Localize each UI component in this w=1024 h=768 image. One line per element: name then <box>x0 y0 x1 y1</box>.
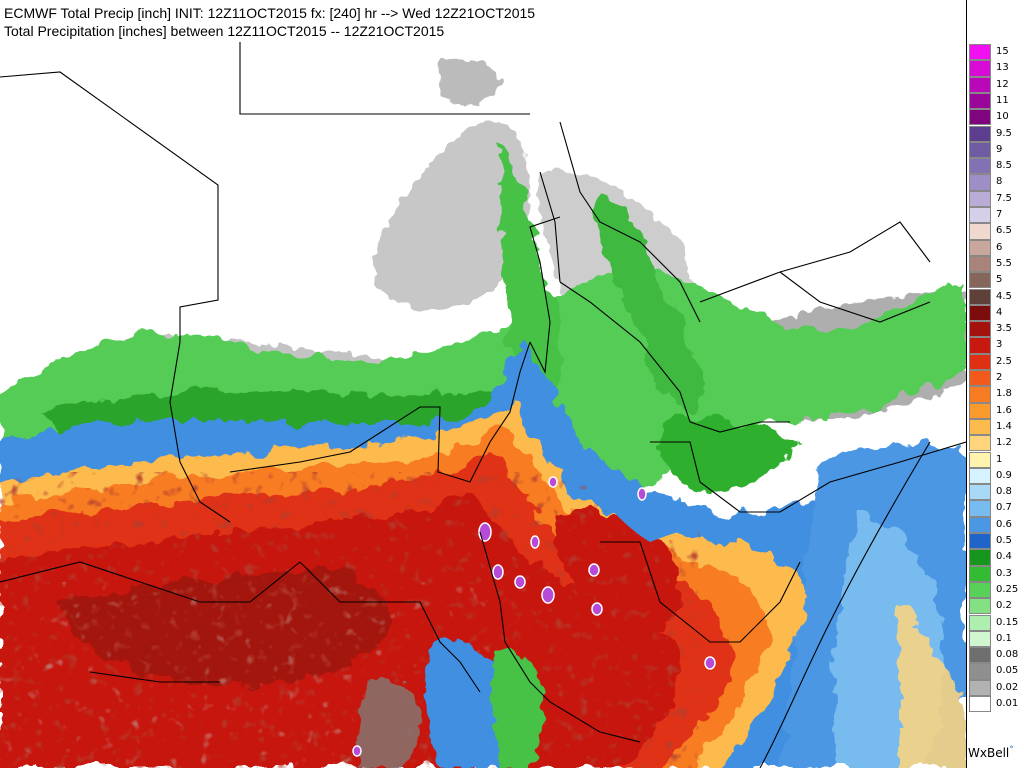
map-header: ECMWF Total Precip [inch] INIT: 12Z11OCT… <box>0 0 966 42</box>
legend-swatch <box>969 288 991 305</box>
heavy-speckle-layer <box>0 472 700 768</box>
legend-swatch <box>969 76 991 93</box>
precip-map-canvas <box>0 42 966 768</box>
legend-label: 0.15 <box>996 616 1019 628</box>
legend-swatch <box>969 92 991 110</box>
legend-label: 15 <box>996 46 1009 57</box>
legend-swatch <box>969 696 991 713</box>
legend-swatch <box>969 223 991 240</box>
legend-swatch <box>969 125 991 142</box>
legend-label: 3 <box>996 339 1003 351</box>
legend-label: 10 <box>996 111 1009 123</box>
legend-label: 1.6 <box>996 404 1012 416</box>
legend-swatch <box>969 418 991 436</box>
legend-swatch <box>969 663 991 680</box>
legend-swatch <box>969 370 991 387</box>
legend-label: 9.5 <box>996 127 1012 139</box>
legend-swatch <box>969 451 991 468</box>
legend-label: 0.6 <box>996 518 1012 530</box>
legend-label: 0.08 <box>996 649 1019 661</box>
legend-label: 4 <box>996 306 1003 318</box>
legend-swatch-column: 15 13 12 11 10 9.5 9 8.5 8 7.5 7 6.5 6 5.5 5 4.5 4 3.5 3 2.… <box>969 44 1018 724</box>
legend-swatch <box>969 239 991 256</box>
precip-legend: 15 13 12 11 10 9.5 9 8.5 8 7.5 7 6.5 6 5.5 5 4.5 4 3.5 3 2.… <box>967 42 1024 742</box>
legend-swatch <box>969 321 991 338</box>
peak-precip-markers <box>352 476 716 757</box>
legend-label: 9 <box>996 143 1003 155</box>
legend-swatch <box>969 435 991 452</box>
legend-label: 1.8 <box>996 388 1012 400</box>
legend-label: 12 <box>996 78 1009 90</box>
legend-label: 0.1 <box>996 632 1012 644</box>
legend-label: 0.8 <box>996 486 1012 498</box>
legend-label: 5.5 <box>996 257 1012 269</box>
legend-swatch <box>969 484 991 501</box>
legend-swatch <box>969 549 991 566</box>
panel-divider <box>966 0 967 768</box>
legend-label: 0.02 <box>996 681 1019 693</box>
legend-swatch <box>969 647 991 664</box>
legend-swatch <box>969 533 991 550</box>
legend-swatch <box>969 467 991 485</box>
legend-label: 0.25 <box>996 583 1019 595</box>
brand-dot: ° <box>1009 745 1014 755</box>
legend-swatch <box>969 255 991 273</box>
legend-swatch <box>969 614 991 631</box>
legend-swatch <box>969 565 991 582</box>
legend-swatch <box>969 304 991 322</box>
legend-label: 1.4 <box>996 420 1012 432</box>
precip-map[interactable] <box>0 42 967 768</box>
legend-label: 6.5 <box>996 225 1012 237</box>
legend-label: 8 <box>996 176 1003 188</box>
legend-swatch <box>969 337 991 354</box>
legend-swatch <box>969 109 991 126</box>
legend-label: 0.4 <box>996 551 1012 563</box>
legend-swatch <box>969 516 991 533</box>
legend-label: 13 <box>996 62 1009 74</box>
brand-label: WxBell <box>968 746 1010 760</box>
legend-label: 4.5 <box>996 290 1012 302</box>
legend-label: 0.5 <box>996 535 1012 546</box>
legend-swatch <box>969 581 991 599</box>
valley-precip-layer <box>357 638 545 768</box>
legend-swatch <box>969 500 991 517</box>
legend-swatch <box>969 386 991 403</box>
legend-label: 0.7 <box>996 502 1012 514</box>
legend-label: 1.2 <box>996 437 1012 449</box>
legend-swatch <box>969 630 991 648</box>
legend-swatch <box>969 207 991 224</box>
legend-label: 1 <box>996 453 1003 465</box>
country-borders <box>0 42 966 768</box>
legend-swatch <box>969 174 991 191</box>
legend-label: 6 <box>996 241 1003 253</box>
legend-label: 0.2 <box>996 600 1012 612</box>
legend-label: 11 <box>996 94 1009 106</box>
map-title: ECMWF Total Precip [inch] INIT: 12Z11OCT… <box>4 5 536 21</box>
legend-swatch <box>969 353 991 370</box>
legend-label: 5 <box>996 274 1003 286</box>
legend-label: 2.5 <box>996 355 1012 367</box>
legend-label: 3.5 <box>996 323 1012 335</box>
legend-label: 8.5 <box>996 160 1012 172</box>
legend-label: 0.01 <box>996 698 1019 709</box>
legend-label: 7 <box>996 209 1003 220</box>
legend-swatch <box>969 190 991 207</box>
legend-swatch <box>969 44 991 61</box>
legend-label: 0.9 <box>996 469 1012 481</box>
legend-swatch <box>969 598 991 615</box>
legend-label: 7.5 <box>996 192 1012 204</box>
map-subtitle: Total Precipitation [inches] between 12Z… <box>4 23 445 39</box>
legend-swatch <box>969 158 991 175</box>
legend-swatch <box>969 60 991 77</box>
legend-swatch <box>969 402 991 419</box>
legend-swatch <box>969 679 991 696</box>
legend-label: 0.3 <box>996 567 1012 579</box>
legend-swatch <box>969 141 991 159</box>
legend-swatch <box>969 272 991 289</box>
legend-label: 2 <box>996 372 1003 383</box>
wxbell-brand: WxBell° <box>968 745 1014 760</box>
legend-label: 0.05 <box>996 665 1019 677</box>
